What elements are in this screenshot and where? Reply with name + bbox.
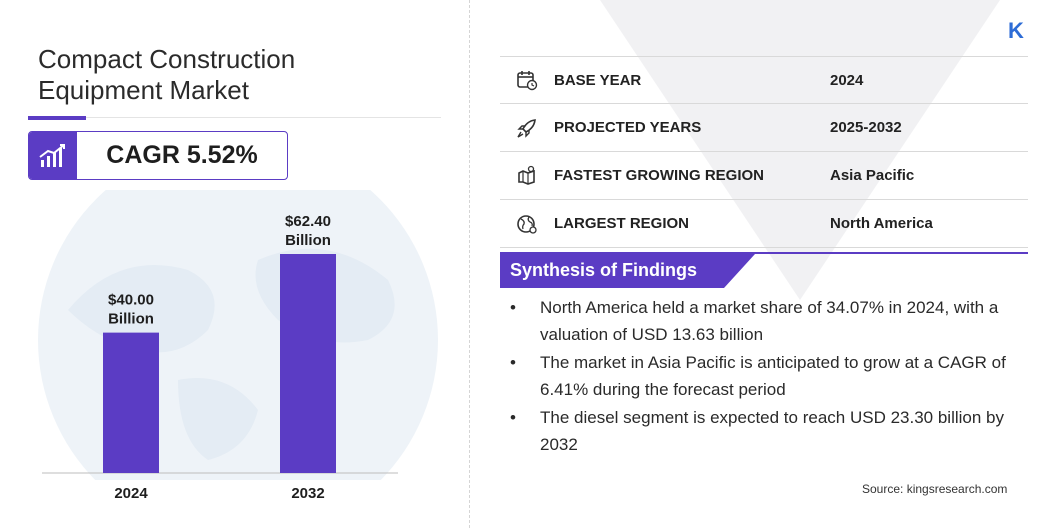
synthesis-title: Synthesis of Findings [510,260,698,280]
title-accent-bar [28,116,86,120]
info-value: 2025-2032 [830,119,902,136]
data-label-2024: $40.00 [108,292,154,309]
bar-2032 [280,254,336,473]
finding-item: The diesel segment is expected to reach … [510,404,1010,458]
synthesis-header-bg [500,254,755,288]
findings-list: North America held a market share of 34.… [510,294,1010,459]
info-row-fastest-growing-region: FASTEST GROWING REGION Asia Pacific [500,152,1028,200]
data-label-2032: Billion [285,232,331,249]
bar-2024 [103,332,159,473]
info-table: BASE YEAR 2024 PROJECTED YEARS 2025-2032… [500,56,1028,248]
synthesis-rule [500,252,1028,254]
data-label-2024: Billion [108,311,154,328]
info-label: FASTEST GROWING REGION [554,167,765,184]
finding-item: The market in Asia Pacific is anticipate… [510,349,1010,403]
info-value: North America [830,215,933,232]
title-divider [28,117,441,118]
source-note: Source: kingsresearch.com [862,482,1008,496]
region-map-icon [500,165,554,187]
bar-chart: $40.00 Billion 2024 $62.40 Billion 2032 [42,213,398,502]
page-title: Compact Construction Equipment Market [38,44,296,105]
tick-label-2032: 2032 [291,485,324,502]
info-value: Asia Pacific [830,167,915,184]
info-label: BASE YEAR [554,71,642,89]
calendar-icon [500,69,554,91]
panel-divider [469,0,470,528]
data-label-2032: $62.40 [285,213,331,230]
kingsresearch-logo: K [1008,18,1024,43]
cagr-badge: CAGR 5.52% [28,131,288,180]
info-label: PROJECTED YEARS [554,119,702,136]
info-row-largest-region: LARGEST REGION North America [500,200,1028,248]
finding-item: North America held a market share of 34.… [510,294,1010,348]
info-row-base-year: BASE YEAR 2024 [500,56,1028,104]
growth-chart-icon [29,132,77,179]
info-label: LARGEST REGION [554,215,690,232]
cagr-value: CAGR 5.52% [106,141,258,169]
globe-icon [500,213,554,235]
tick-label-2024: 2024 [114,485,148,502]
rocket-icon [500,117,554,139]
info-value: 2024 [830,71,864,89]
info-row-projected-years: PROJECTED YEARS 2025-2032 [500,104,1028,152]
